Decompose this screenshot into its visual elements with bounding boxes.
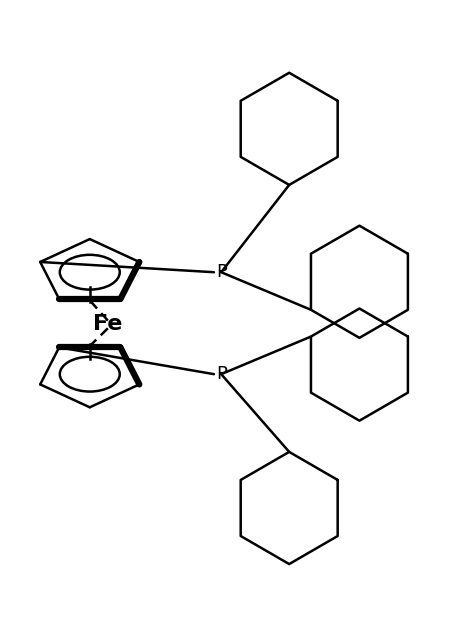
Text: Fe: Fe <box>93 314 122 335</box>
Text: P: P <box>215 263 226 281</box>
Text: P: P <box>215 365 226 383</box>
